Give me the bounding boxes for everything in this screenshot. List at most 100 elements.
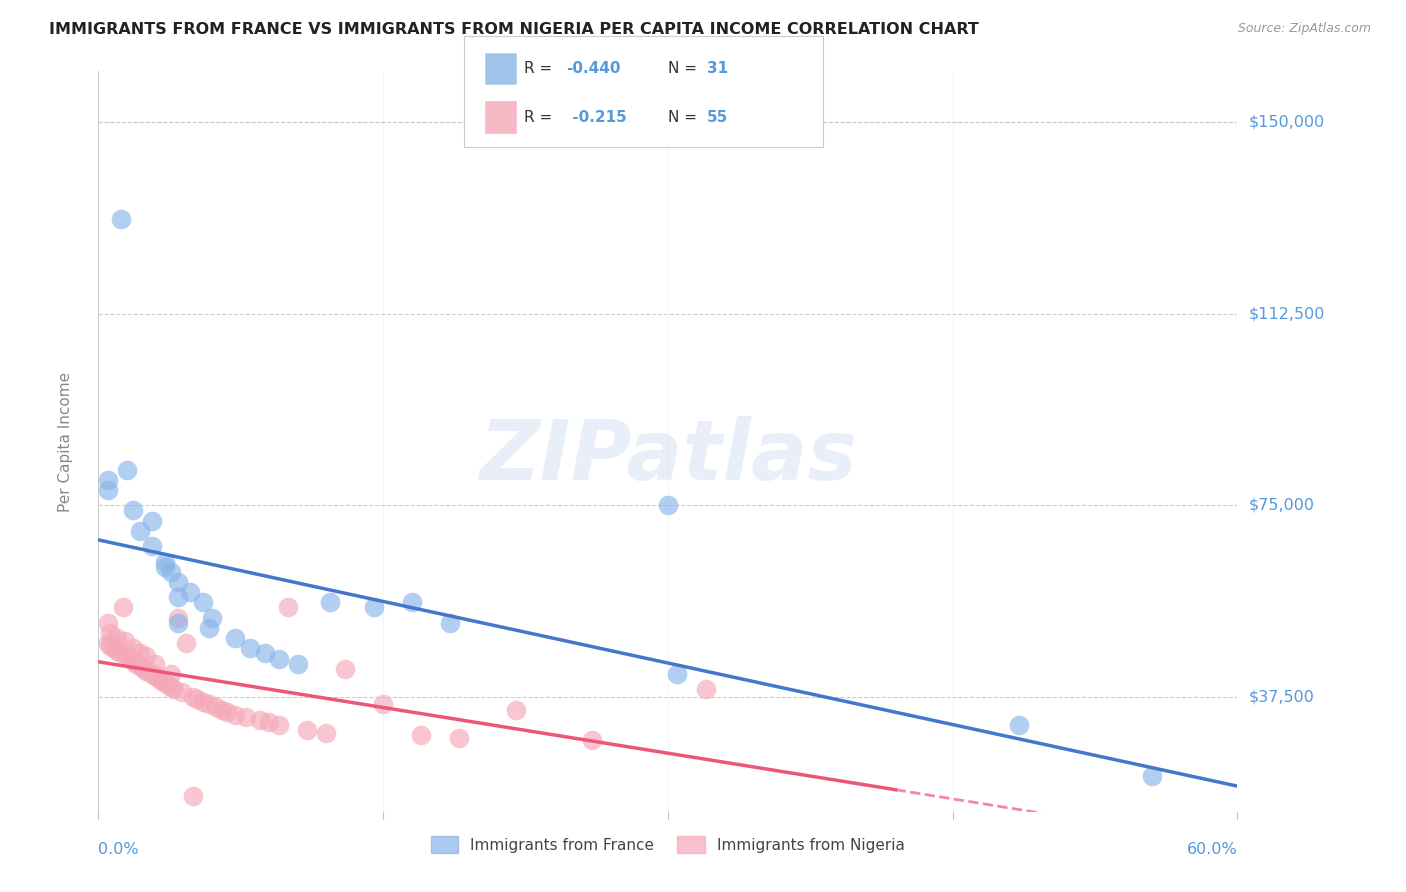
Point <box>167 610 190 624</box>
Point <box>179 585 201 599</box>
Point <box>121 503 143 517</box>
Point <box>449 731 471 745</box>
Point <box>159 565 181 579</box>
Point <box>129 659 152 673</box>
Point <box>249 713 271 727</box>
Text: 31: 31 <box>707 61 728 76</box>
Text: $75,000: $75,000 <box>1249 498 1315 513</box>
Text: -0.440: -0.440 <box>567 61 621 76</box>
Point <box>125 657 148 671</box>
Point <box>121 641 143 656</box>
Text: N =: N = <box>668 61 702 76</box>
Point <box>159 666 181 681</box>
Point <box>439 615 461 630</box>
Point <box>315 725 337 739</box>
Point <box>135 665 157 679</box>
Point <box>183 690 205 704</box>
Point <box>401 595 423 609</box>
Point <box>170 684 193 698</box>
Point <box>141 514 163 528</box>
Point <box>191 595 214 609</box>
Point <box>319 595 342 609</box>
Point <box>167 615 190 630</box>
Text: $37,500: $37,500 <box>1249 690 1315 705</box>
Point <box>145 669 167 683</box>
Point <box>259 715 281 730</box>
Point <box>267 651 290 665</box>
Legend: Immigrants from France, Immigrants from Nigeria: Immigrants from France, Immigrants from … <box>425 830 911 860</box>
Text: -0.215: -0.215 <box>567 110 626 125</box>
Point <box>287 657 309 671</box>
Point <box>205 700 228 714</box>
Point <box>156 677 179 691</box>
Text: Source: ZipAtlas.com: Source: ZipAtlas.com <box>1237 22 1371 36</box>
Point <box>135 648 157 663</box>
Point <box>1008 718 1031 732</box>
Text: $112,500: $112,500 <box>1249 306 1324 321</box>
Point <box>197 621 219 635</box>
Point <box>267 718 290 732</box>
Point <box>132 662 155 676</box>
Point <box>152 674 174 689</box>
Text: ZIPatlas: ZIPatlas <box>479 416 856 497</box>
Point <box>254 647 277 661</box>
Point <box>97 636 120 650</box>
Point <box>186 692 208 706</box>
Point <box>153 555 176 569</box>
Text: 0.0%: 0.0% <box>98 842 139 857</box>
Point <box>224 631 246 645</box>
Point <box>581 733 603 747</box>
Point <box>239 641 262 656</box>
Point <box>129 647 152 661</box>
Point <box>107 644 129 658</box>
Point <box>97 615 120 630</box>
Point <box>114 633 136 648</box>
Point <box>167 574 190 589</box>
Point <box>657 499 679 513</box>
Text: N =: N = <box>668 110 702 125</box>
Point <box>183 789 205 804</box>
Point <box>201 610 224 624</box>
Point <box>121 654 143 668</box>
Point <box>115 648 138 663</box>
Point <box>224 707 246 722</box>
Point <box>129 524 152 538</box>
Y-axis label: Per Capita Income: Per Capita Income <box>58 371 73 512</box>
Point <box>110 647 132 661</box>
Point <box>98 626 121 640</box>
Point <box>1140 769 1163 783</box>
Point <box>335 662 357 676</box>
Point <box>197 698 219 712</box>
Text: IMMIGRANTS FROM FRANCE VS IMMIGRANTS FROM NIGERIA PER CAPITA INCOME CORRELATION : IMMIGRANTS FROM FRANCE VS IMMIGRANTS FRO… <box>49 22 979 37</box>
Point <box>174 636 197 650</box>
Point <box>666 666 689 681</box>
Text: 60.0%: 60.0% <box>1187 842 1237 857</box>
Text: $150,000: $150,000 <box>1249 115 1324 130</box>
Point <box>112 600 135 615</box>
Point <box>167 591 190 605</box>
Text: R =: R = <box>524 110 558 125</box>
Point <box>191 695 214 709</box>
Point <box>141 666 163 681</box>
Point <box>153 559 176 574</box>
Point <box>107 631 129 645</box>
Point <box>411 728 433 742</box>
Point <box>211 703 233 717</box>
Point <box>159 680 181 694</box>
Point <box>110 212 132 227</box>
Point <box>98 639 121 653</box>
Point <box>103 641 125 656</box>
Point <box>120 651 142 665</box>
Point <box>505 703 527 717</box>
Text: R =: R = <box>524 61 558 76</box>
Point <box>217 705 239 719</box>
Text: 55: 55 <box>707 110 728 125</box>
Point <box>163 682 186 697</box>
Point <box>115 462 138 476</box>
Point <box>371 698 394 712</box>
Point <box>363 600 385 615</box>
Point <box>297 723 319 737</box>
Point <box>145 657 167 671</box>
Point <box>97 473 120 487</box>
Point <box>148 672 170 686</box>
